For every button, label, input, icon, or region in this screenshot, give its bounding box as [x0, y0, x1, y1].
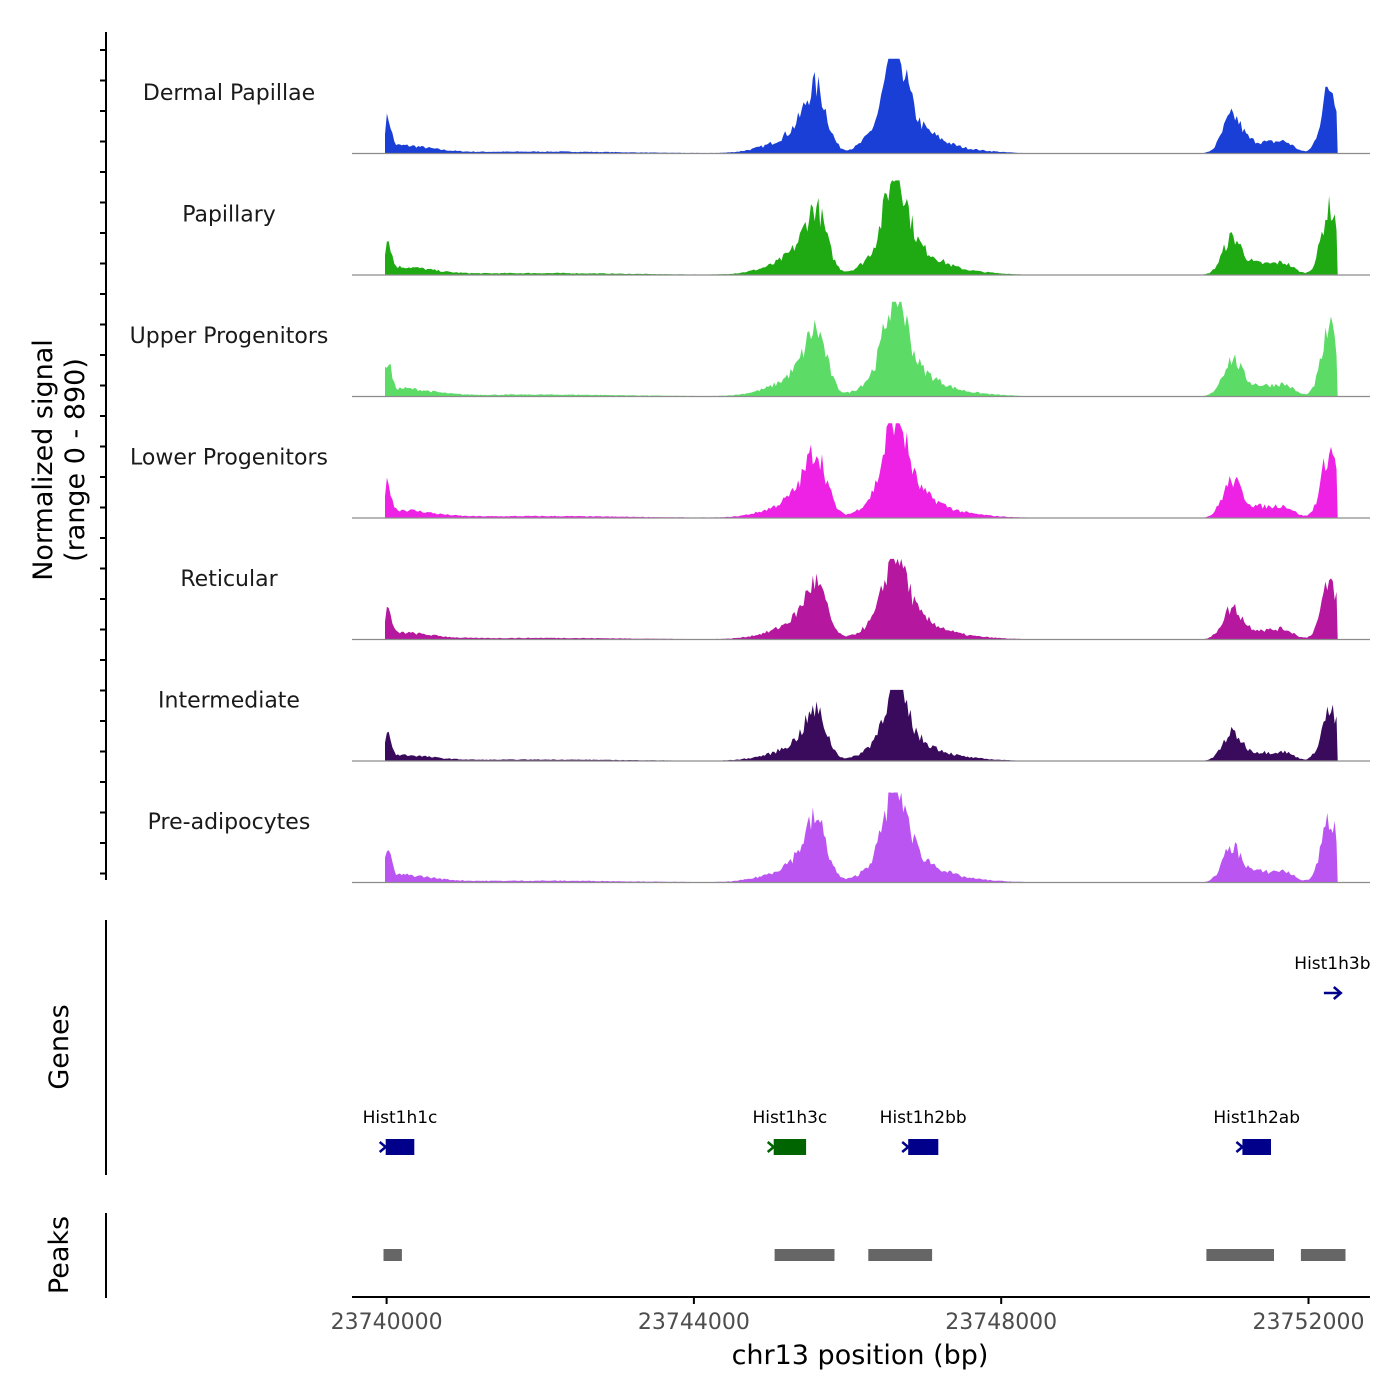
peak-region [383, 1249, 402, 1261]
gene-hist1h3c: Hist1h3c [753, 1108, 828, 1155]
y-axis-title: Normalized signal [28, 339, 59, 581]
track-reticular: Reticular [180, 558, 1370, 641]
signal-y-ticks [100, 49, 106, 875]
x-tick-label: 23748000 [945, 1310, 1057, 1335]
track-label: Upper Progenitors [130, 324, 329, 349]
track-label: Reticular [180, 567, 278, 592]
signal-area [385, 423, 1338, 518]
gene-exon [1242, 1139, 1271, 1155]
x-axis-title: chr13 position (bp) [732, 1340, 989, 1371]
track-pre-adipocytes: Pre-adipocytes [148, 792, 1370, 884]
track-label: Intermediate [158, 689, 300, 714]
signal-area [385, 792, 1338, 883]
gene-label: Hist1h2ab [1213, 1108, 1300, 1128]
peaks-track-title: Peaks [44, 1216, 75, 1294]
track-dermal-papillae: Dermal Papillae [143, 58, 1370, 155]
strand-arrow-icon [1235, 1141, 1245, 1153]
signal-area [385, 301, 1338, 397]
gene-label: Hist1h3c [753, 1108, 828, 1128]
x-tick-label: 23752000 [1253, 1310, 1365, 1335]
strand-arrow-icon [901, 1141, 911, 1153]
gene-exon [773, 1139, 807, 1155]
gene-hist1h3b: Hist1h3b [1294, 954, 1371, 1000]
gene-exon [385, 1139, 415, 1155]
signal-area [385, 689, 1338, 761]
track-lower-progenitors: Lower Progenitors [130, 423, 1370, 519]
gene-label: Hist1h3b [1294, 954, 1370, 974]
track-label: Lower Progenitors [130, 446, 328, 471]
gene-label: Hist1h1c [363, 1108, 438, 1128]
gene-hist1h2bb: Hist1h2bb [880, 1108, 967, 1155]
track-label: Pre-adipocytes [148, 810, 311, 835]
y-axis-range: (range 0 - 890) [60, 358, 91, 562]
x-axis-ticks: 23740000 23744000 23748000 23752000 [331, 1297, 1365, 1335]
track-label: Dermal Papillae [143, 81, 315, 106]
strand-arrow-icon [1332, 986, 1343, 1000]
gene-hist1h1c: Hist1h1c [363, 1108, 438, 1155]
track-label: Papillary [182, 203, 276, 228]
x-tick-label: 23740000 [331, 1310, 443, 1335]
genes-track-title: Genes [44, 1004, 75, 1089]
track-papillary: Papillary [182, 180, 1370, 276]
strand-arrow-icon [378, 1141, 388, 1153]
peaks-track [383, 1249, 1346, 1261]
gene-exon [908, 1139, 939, 1155]
track-upper-progenitors: Upper Progenitors [130, 301, 1370, 398]
signal-area [385, 558, 1338, 640]
peak-region [1206, 1249, 1274, 1261]
signal-area [385, 180, 1338, 275]
strand-arrow-icon [766, 1141, 776, 1153]
gene-label: Hist1h2bb [880, 1108, 967, 1128]
x-tick-label: 23744000 [638, 1310, 750, 1335]
signal-tracks: Dermal Papillae Papillary Upper Progenitor… [100, 49, 1370, 884]
peak-region [1300, 1249, 1346, 1261]
track-intermediate: Intermediate [158, 689, 1370, 762]
peak-region [774, 1249, 835, 1261]
genes-track: Hist1h3b Hist1h1c Hist1h3c Hist1h2bb Hist1h2… [363, 954, 1371, 1155]
gene-hist1h2ab: Hist1h2ab [1213, 1108, 1300, 1155]
peak-region [868, 1249, 933, 1261]
signal-area [385, 58, 1338, 154]
